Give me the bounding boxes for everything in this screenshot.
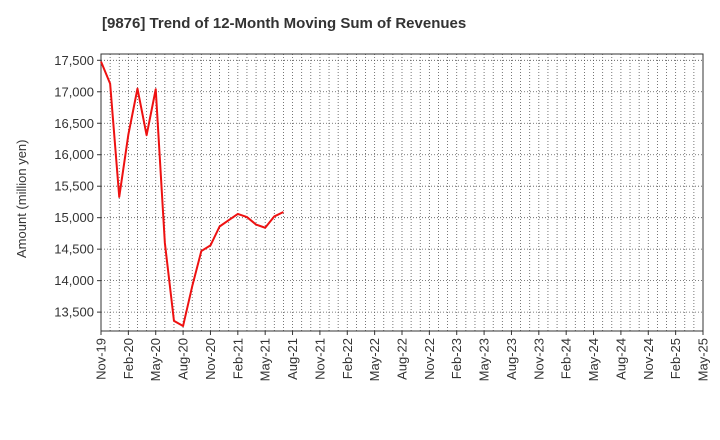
- x-tick-label: Feb-25: [668, 338, 683, 379]
- y-tick-label: 16,000: [54, 147, 94, 162]
- x-tick-label: May-21: [258, 338, 273, 381]
- x-tick-label: May-23: [477, 338, 492, 381]
- x-tick-label: Nov-20: [203, 338, 218, 380]
- y-tick-label: 14,500: [54, 242, 94, 257]
- x-tick-label: Nov-24: [641, 338, 656, 380]
- x-tick-label: Feb-23: [449, 338, 464, 379]
- x-tick-label: Feb-20: [121, 338, 136, 379]
- x-tick-label: Aug-23: [504, 338, 519, 380]
- y-tick-label: 15,500: [54, 179, 94, 194]
- chart-title: [9876] Trend of 12-Month Moving Sum of R…: [102, 15, 467, 32]
- y-tick-label: 15,000: [54, 210, 94, 225]
- x-tick-label: May-25: [696, 338, 711, 381]
- x-tick-label: Nov-19: [94, 338, 109, 380]
- x-tick-label: Feb-24: [559, 338, 574, 379]
- y-tick-label: 16,500: [54, 116, 94, 131]
- series-line: [100, 61, 284, 327]
- x-tick-label: Nov-22: [422, 338, 437, 380]
- y-tick-label: 13,500: [54, 305, 94, 320]
- x-tick-label: Aug-22: [395, 338, 410, 380]
- x-tick-label: Feb-21: [230, 338, 245, 379]
- y-tick-label: 14,000: [54, 273, 94, 288]
- x-tick-label: Nov-21: [312, 338, 327, 380]
- x-tick-label: Aug-24: [613, 338, 628, 380]
- y-tick-label: 17,500: [54, 53, 94, 68]
- x-tick-label: May-20: [148, 338, 163, 381]
- x-tick-label: Aug-21: [285, 338, 300, 380]
- x-tick-label: Nov-23: [531, 338, 546, 380]
- x-tick-label: Aug-20: [176, 338, 191, 380]
- y-tick-label: 17,000: [54, 84, 94, 99]
- x-tick-label: May-22: [367, 338, 382, 381]
- x-tick-label: May-24: [586, 338, 601, 381]
- x-tick-label: Feb-22: [340, 338, 355, 379]
